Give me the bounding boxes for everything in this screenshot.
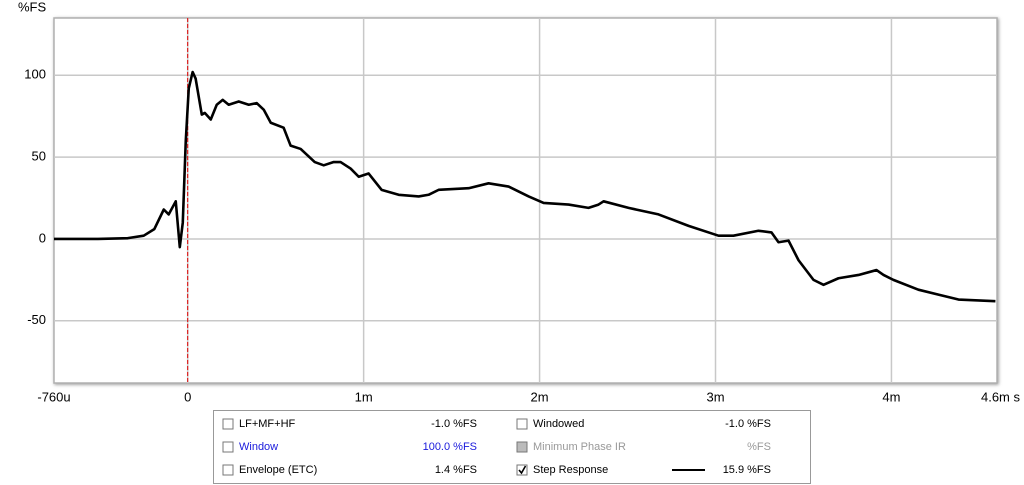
x-tick-label: 2m <box>531 389 549 404</box>
checkbox <box>516 464 528 476</box>
legend-label: Window <box>239 441 278 453</box>
x-tick-label: -760u <box>37 389 70 404</box>
plot-area <box>53 17 998 384</box>
checkbox <box>516 418 528 430</box>
legend-label: Step Response <box>533 464 608 476</box>
legend-value: -1.0 %FS <box>725 418 771 430</box>
legend-value: 1.4 %FS <box>435 464 477 476</box>
x-tick-label: 0 <box>184 389 191 404</box>
checkbox <box>222 464 234 476</box>
x-tick-label: 4.6m s <box>981 389 1021 404</box>
y-tick-label: 100 <box>24 67 46 82</box>
checkbox <box>222 441 234 453</box>
x-tick-label: 4m <box>882 389 900 404</box>
legend-value: 100.0 %FS <box>423 441 477 453</box>
y-tick-label: -50 <box>27 312 46 327</box>
series-line <box>54 70 996 303</box>
legend-value: 15.9 %FS <box>723 464 771 476</box>
legend-value: %FS <box>747 441 771 453</box>
checkbox <box>516 441 528 453</box>
checkmark <box>518 465 527 475</box>
legend-label: Windowed <box>533 418 584 430</box>
x-tick-label: 3m <box>706 389 724 404</box>
legend: LF+MF+HF -1.0 %FS Windowed -1.0 %FS Window 10… <box>222 418 771 476</box>
y-tick-label: 50 <box>32 149 46 164</box>
y-axis-title: %FS <box>18 0 47 14</box>
legend-value: -1.0 %FS <box>431 418 477 430</box>
y-tick-label: 0 <box>39 230 46 245</box>
x-tick-label: 1m <box>355 389 373 404</box>
checkbox <box>222 418 234 430</box>
legend-label: Minimum Phase IR <box>533 441 626 453</box>
legend-panel <box>213 410 811 484</box>
legend-label: LF+MF+HF <box>239 418 296 430</box>
legend-label: Envelope (ETC) <box>239 464 317 476</box>
